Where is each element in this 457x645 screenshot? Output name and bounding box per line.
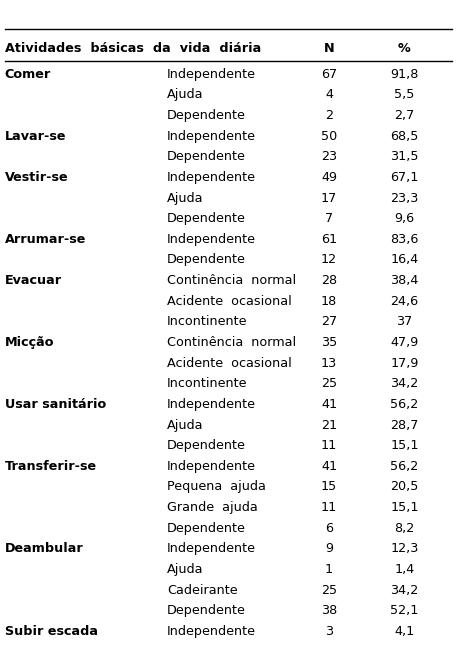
Text: 4,1: 4,1 [394, 625, 414, 638]
Text: Vestir-se: Vestir-se [5, 171, 68, 184]
Text: 2: 2 [325, 109, 333, 122]
Text: Lavar-se: Lavar-se [5, 130, 66, 143]
Text: Dependente: Dependente [167, 439, 246, 452]
Text: Comer: Comer [5, 68, 51, 81]
Text: 38: 38 [321, 604, 337, 617]
Text: Arrumar-se: Arrumar-se [5, 233, 86, 246]
Text: 25: 25 [321, 584, 337, 597]
Text: 50: 50 [321, 130, 337, 143]
Text: Independente: Independente [167, 542, 256, 555]
Text: 28: 28 [321, 274, 337, 287]
Text: Dependente: Dependente [167, 212, 246, 225]
Text: 31,5: 31,5 [390, 150, 419, 163]
Text: 17: 17 [321, 192, 337, 204]
Text: 2,7: 2,7 [394, 109, 414, 122]
Text: 3: 3 [325, 625, 333, 638]
Text: 12,3: 12,3 [390, 542, 419, 555]
Text: 17,9: 17,9 [390, 357, 419, 370]
Text: 15,1: 15,1 [390, 501, 419, 514]
Text: 28,7: 28,7 [390, 419, 419, 432]
Text: %: % [398, 42, 411, 55]
Text: 67,1: 67,1 [390, 171, 419, 184]
Text: Dependente: Dependente [167, 253, 246, 266]
Text: Usar sanitário: Usar sanitário [5, 398, 106, 411]
Text: Dependente: Dependente [167, 522, 246, 535]
Text: Independente: Independente [167, 398, 256, 411]
Text: 6: 6 [325, 522, 333, 535]
Text: Grande  ajuda: Grande ajuda [167, 501, 258, 514]
Text: 18: 18 [321, 295, 337, 308]
Text: Acidente  ocasional: Acidente ocasional [167, 357, 292, 370]
Text: Subir escada: Subir escada [5, 625, 98, 638]
Text: 34,2: 34,2 [390, 584, 419, 597]
Text: Continência  normal: Continência normal [167, 336, 296, 349]
Text: Dependente: Dependente [167, 150, 246, 163]
Text: Deambular: Deambular [5, 542, 83, 555]
Text: 5,5: 5,5 [394, 88, 414, 101]
Text: Independente: Independente [167, 130, 256, 143]
Text: 35: 35 [321, 336, 337, 349]
Text: 23: 23 [321, 150, 337, 163]
Text: 27: 27 [321, 315, 337, 328]
Text: Ajuda: Ajuda [167, 192, 203, 204]
Text: Incontinente: Incontinente [167, 377, 247, 390]
Text: Acidente  ocasional: Acidente ocasional [167, 295, 292, 308]
Text: Continência  normal: Continência normal [167, 274, 296, 287]
Text: 37: 37 [396, 315, 413, 328]
Text: Independente: Independente [167, 68, 256, 81]
Text: 41: 41 [321, 398, 337, 411]
Text: Transferir-se: Transferir-se [5, 460, 97, 473]
Text: Ajuda: Ajuda [167, 563, 203, 576]
Text: 47,9: 47,9 [390, 336, 419, 349]
Text: Incontinente: Incontinente [167, 315, 247, 328]
Text: N: N [324, 42, 335, 55]
Text: 4: 4 [325, 88, 333, 101]
Text: 20,5: 20,5 [390, 481, 419, 493]
Text: Pequena  ajuda: Pequena ajuda [167, 481, 266, 493]
Text: Independente: Independente [167, 233, 256, 246]
Text: Dependente: Dependente [167, 109, 246, 122]
Text: 1,4: 1,4 [394, 563, 414, 576]
Text: 24,6: 24,6 [390, 295, 419, 308]
Text: Evacuar: Evacuar [5, 274, 62, 287]
Text: 9,6: 9,6 [394, 212, 414, 225]
Text: 15: 15 [321, 481, 337, 493]
Text: 91,8: 91,8 [390, 68, 419, 81]
Text: 8,2: 8,2 [394, 522, 414, 535]
Text: 13: 13 [321, 357, 337, 370]
Text: 9: 9 [325, 542, 333, 555]
Text: Dependente: Dependente [167, 604, 246, 617]
Text: 11: 11 [321, 501, 337, 514]
Text: 61: 61 [321, 233, 337, 246]
Text: Atividades  básicas  da  vida  diária: Atividades básicas da vida diária [5, 42, 261, 55]
Text: 56,2: 56,2 [390, 398, 419, 411]
Text: 11: 11 [321, 439, 337, 452]
Text: 1: 1 [325, 563, 333, 576]
Text: Ajuda: Ajuda [167, 88, 203, 101]
Text: 23,3: 23,3 [390, 192, 419, 204]
Text: 67: 67 [321, 68, 337, 81]
Text: 56,2: 56,2 [390, 460, 419, 473]
Text: 21: 21 [321, 419, 337, 432]
Text: 16,4: 16,4 [390, 253, 419, 266]
Text: 83,6: 83,6 [390, 233, 419, 246]
Text: 52,1: 52,1 [390, 604, 419, 617]
Text: Micção: Micção [5, 336, 54, 349]
Text: 38,4: 38,4 [390, 274, 419, 287]
Text: 15,1: 15,1 [390, 439, 419, 452]
Text: 41: 41 [321, 460, 337, 473]
Text: 49: 49 [321, 171, 337, 184]
Text: 12: 12 [321, 253, 337, 266]
Text: 25: 25 [321, 377, 337, 390]
Text: 68,5: 68,5 [390, 130, 419, 143]
Text: Independente: Independente [167, 625, 256, 638]
Text: Independente: Independente [167, 171, 256, 184]
Text: Cadeirante: Cadeirante [167, 584, 238, 597]
Text: 34,2: 34,2 [390, 377, 419, 390]
Text: Independente: Independente [167, 460, 256, 473]
Text: Ajuda: Ajuda [167, 419, 203, 432]
Text: 7: 7 [325, 212, 333, 225]
